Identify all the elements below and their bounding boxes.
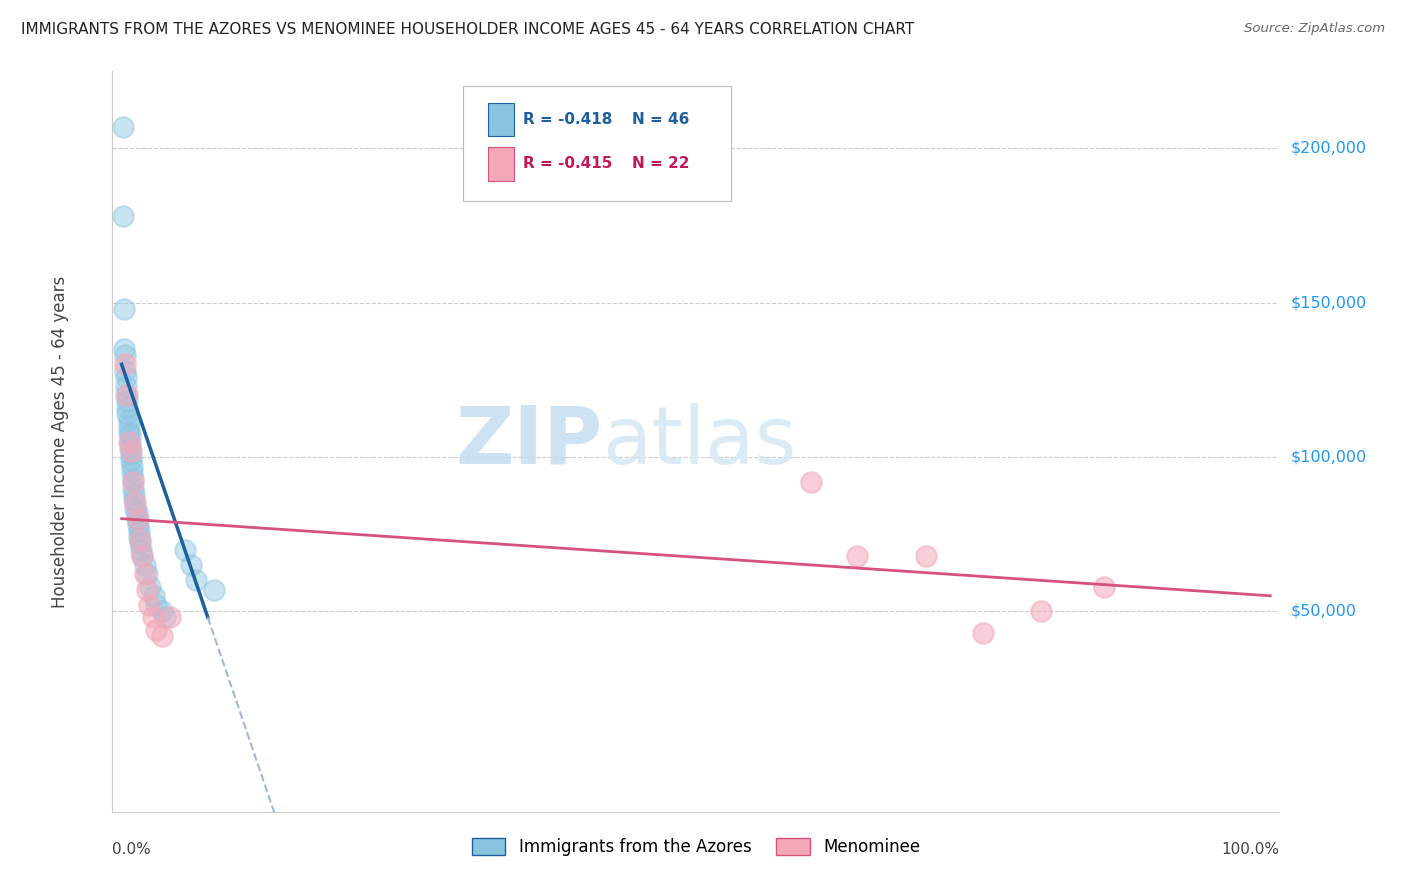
Point: [120, 453, 142, 467]
Point: [117, 388, 139, 402]
Point: [136, 582, 159, 597]
Point: [114, 363, 136, 377]
Point: [117, 407, 139, 421]
Point: [117, 401, 139, 415]
Point: [112, 301, 135, 316]
Text: IMMIGRANTS FROM THE AZORES VS MENOMINEE HOUSEHOLDER INCOME AGES 45 - 64 YEARS CO: IMMIGRANTS FROM THE AZORES VS MENOMINEE …: [21, 22, 914, 37]
Point: [972, 625, 994, 640]
Point: [122, 471, 145, 485]
Point: [138, 598, 160, 612]
Point: [124, 487, 146, 501]
Point: [121, 466, 143, 480]
Point: [114, 348, 136, 362]
Point: [142, 610, 165, 624]
Point: [122, 475, 145, 489]
Point: [129, 536, 152, 550]
Point: [117, 434, 139, 449]
Point: [139, 580, 162, 594]
Text: $50,000: $50,000: [1291, 604, 1357, 619]
Text: atlas: atlas: [603, 402, 797, 481]
Text: 0.0%: 0.0%: [112, 842, 152, 857]
Point: [136, 567, 159, 582]
Point: [120, 443, 142, 458]
Point: [128, 524, 150, 538]
Point: [173, 542, 195, 557]
Text: R = -0.418: R = -0.418: [523, 112, 613, 127]
Point: [122, 481, 145, 495]
Point: [117, 425, 139, 440]
Point: [150, 629, 173, 643]
Point: [155, 610, 177, 624]
Point: [124, 493, 146, 508]
Legend: Immigrants from the Azores, Menominee: Immigrants from the Azores, Menominee: [465, 831, 927, 863]
Point: [117, 394, 139, 409]
Text: ZIP: ZIP: [456, 402, 603, 481]
Point: [180, 558, 202, 572]
Point: [115, 379, 138, 393]
Point: [115, 388, 138, 402]
Point: [131, 549, 153, 563]
Point: [124, 496, 146, 510]
Point: [125, 511, 148, 525]
Point: [125, 506, 148, 520]
Text: $150,000: $150,000: [1291, 295, 1367, 310]
Point: [1029, 604, 1052, 618]
Point: [145, 623, 167, 637]
Point: [914, 549, 936, 563]
Point: [121, 459, 143, 474]
Text: R = -0.415: R = -0.415: [523, 156, 613, 171]
Text: $100,000: $100,000: [1291, 450, 1367, 465]
Point: [128, 530, 150, 544]
Text: $200,000: $200,000: [1291, 141, 1367, 156]
Text: N = 22: N = 22: [631, 156, 689, 171]
Point: [117, 413, 139, 427]
Point: [129, 533, 152, 548]
Point: [111, 120, 134, 134]
Point: [134, 567, 156, 582]
Point: [129, 542, 152, 557]
Point: [186, 574, 208, 588]
Point: [142, 589, 165, 603]
Point: [127, 517, 149, 532]
Point: [120, 447, 142, 461]
FancyBboxPatch shape: [488, 147, 515, 180]
Point: [1092, 580, 1115, 594]
FancyBboxPatch shape: [488, 103, 515, 136]
Point: [202, 582, 225, 597]
FancyBboxPatch shape: [463, 87, 731, 201]
Point: [115, 369, 138, 384]
Point: [111, 210, 134, 224]
Point: [131, 549, 153, 563]
Text: Source: ZipAtlas.com: Source: ZipAtlas.com: [1244, 22, 1385, 36]
Point: [150, 604, 173, 618]
Point: [145, 598, 167, 612]
Point: [117, 419, 139, 434]
Point: [800, 475, 823, 489]
Point: [134, 558, 156, 572]
Point: [118, 441, 141, 455]
Text: Householder Income Ages 45 - 64 years: Householder Income Ages 45 - 64 years: [51, 276, 69, 607]
Text: N = 46: N = 46: [631, 112, 689, 127]
Point: [127, 511, 149, 525]
Point: [159, 610, 181, 624]
Text: 100.0%: 100.0%: [1222, 842, 1279, 857]
Point: [845, 549, 868, 563]
Point: [112, 342, 135, 356]
Point: [114, 358, 136, 372]
Point: [118, 434, 141, 449]
Point: [124, 502, 146, 516]
Point: [118, 428, 141, 442]
